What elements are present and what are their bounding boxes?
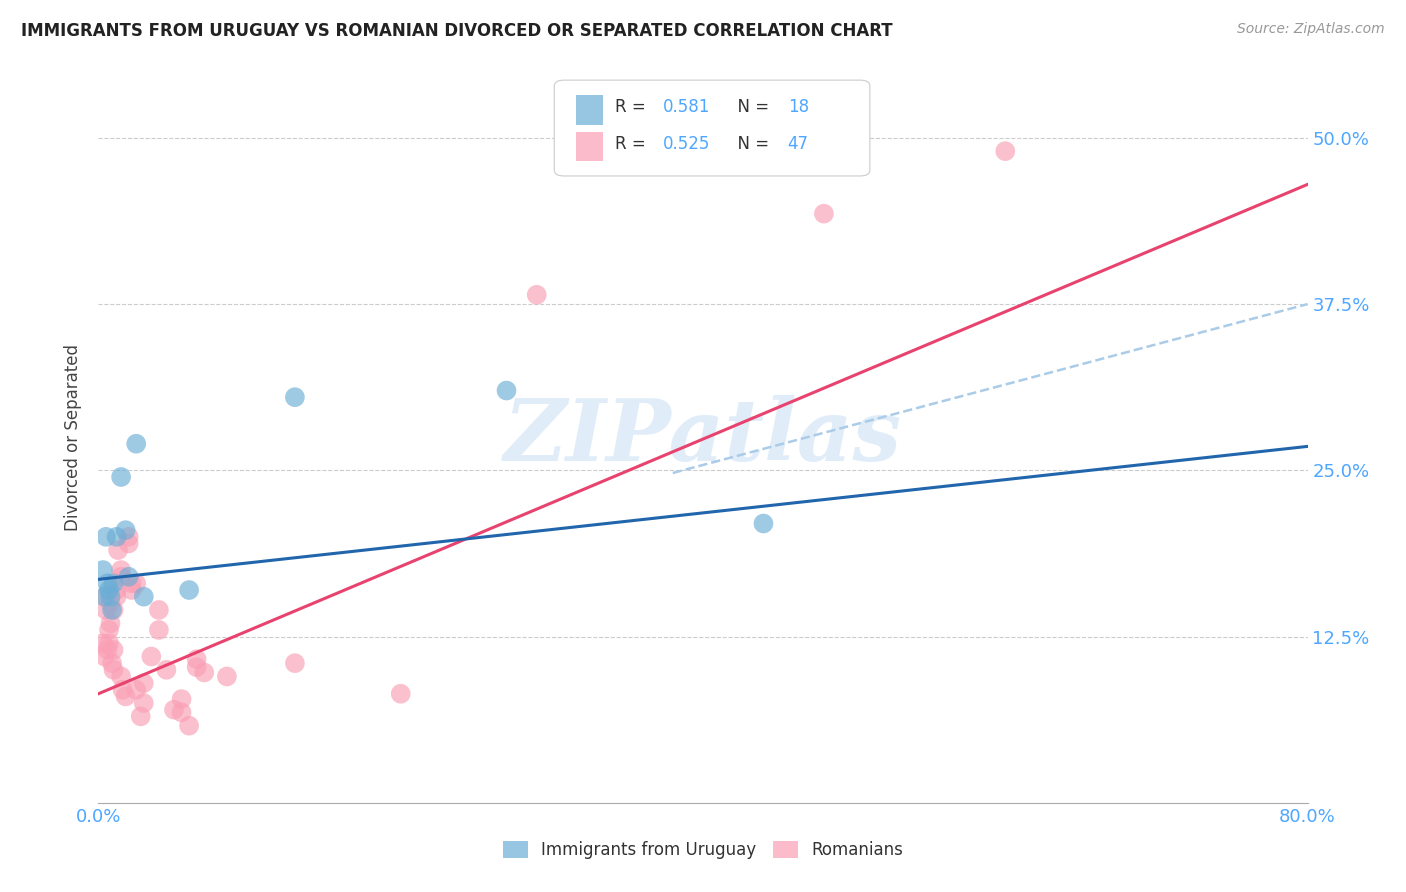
- Point: [132, 590, 155, 604]
- Point: [93, 649, 115, 664]
- Text: IMMIGRANTS FROM URUGUAY VS ROMANIAN DIVORCED OR SEPARATED CORRELATION CHART: IMMIGRANTS FROM URUGUAY VS ROMANIAN DIVO…: [21, 22, 893, 40]
- Point: [103, 603, 125, 617]
- Point: [118, 536, 141, 550]
- Point: [114, 690, 136, 704]
- Text: R =: R =: [614, 98, 651, 117]
- Point: [96, 576, 118, 591]
- Point: [495, 384, 517, 398]
- Point: [114, 523, 136, 537]
- Point: [91, 563, 114, 577]
- Point: [193, 665, 215, 680]
- Point: [129, 709, 152, 723]
- Text: ZIPatlas: ZIPatlas: [503, 395, 903, 479]
- Text: N =: N =: [727, 98, 775, 117]
- Point: [179, 719, 201, 733]
- Point: [105, 590, 128, 604]
- Point: [110, 570, 132, 584]
- FancyBboxPatch shape: [576, 95, 603, 125]
- Point: [994, 144, 1017, 158]
- Point: [111, 682, 134, 697]
- FancyBboxPatch shape: [554, 80, 870, 176]
- Point: [179, 582, 201, 597]
- Point: [813, 207, 835, 221]
- Text: 18: 18: [787, 98, 808, 117]
- Point: [98, 623, 121, 637]
- Point: [148, 603, 170, 617]
- Text: 0.525: 0.525: [664, 135, 710, 153]
- Point: [96, 643, 118, 657]
- Point: [132, 676, 155, 690]
- Point: [132, 696, 155, 710]
- Point: [93, 590, 115, 604]
- Point: [284, 656, 307, 670]
- Text: 47: 47: [787, 135, 808, 153]
- Point: [105, 582, 128, 597]
- Point: [101, 656, 124, 670]
- Point: [170, 706, 193, 720]
- Y-axis label: Divorced or Separated: Divorced or Separated: [65, 343, 83, 531]
- Text: N =: N =: [727, 135, 775, 153]
- Point: [163, 703, 186, 717]
- Point: [389, 687, 412, 701]
- Point: [186, 652, 208, 666]
- Point: [110, 470, 132, 484]
- Point: [121, 576, 143, 591]
- Point: [103, 643, 125, 657]
- Point: [284, 390, 307, 404]
- Point: [155, 663, 177, 677]
- Point: [526, 287, 548, 301]
- Point: [118, 570, 141, 584]
- Point: [100, 590, 122, 604]
- Point: [170, 692, 193, 706]
- Point: [118, 530, 141, 544]
- Point: [103, 576, 125, 591]
- FancyBboxPatch shape: [576, 132, 603, 161]
- Point: [100, 616, 122, 631]
- Point: [100, 596, 122, 610]
- Text: R =: R =: [614, 135, 651, 153]
- Point: [186, 660, 208, 674]
- Point: [121, 582, 143, 597]
- Point: [110, 563, 132, 577]
- Point: [215, 669, 238, 683]
- Point: [103, 663, 125, 677]
- Point: [107, 543, 129, 558]
- Point: [752, 516, 775, 531]
- Point: [98, 582, 121, 597]
- Point: [110, 669, 132, 683]
- Point: [94, 590, 117, 604]
- Text: Source: ZipAtlas.com: Source: ZipAtlas.com: [1237, 22, 1385, 37]
- Point: [141, 649, 163, 664]
- Point: [148, 623, 170, 637]
- Text: 0.581: 0.581: [664, 98, 710, 117]
- Point: [94, 603, 117, 617]
- Point: [105, 530, 128, 544]
- Legend: Immigrants from Uruguay, Romanians: Immigrants from Uruguay, Romanians: [495, 833, 911, 868]
- Point: [125, 576, 148, 591]
- Point: [94, 530, 117, 544]
- Point: [101, 603, 124, 617]
- Point: [125, 436, 148, 450]
- Point: [125, 682, 148, 697]
- Point: [98, 636, 121, 650]
- Point: [91, 636, 114, 650]
